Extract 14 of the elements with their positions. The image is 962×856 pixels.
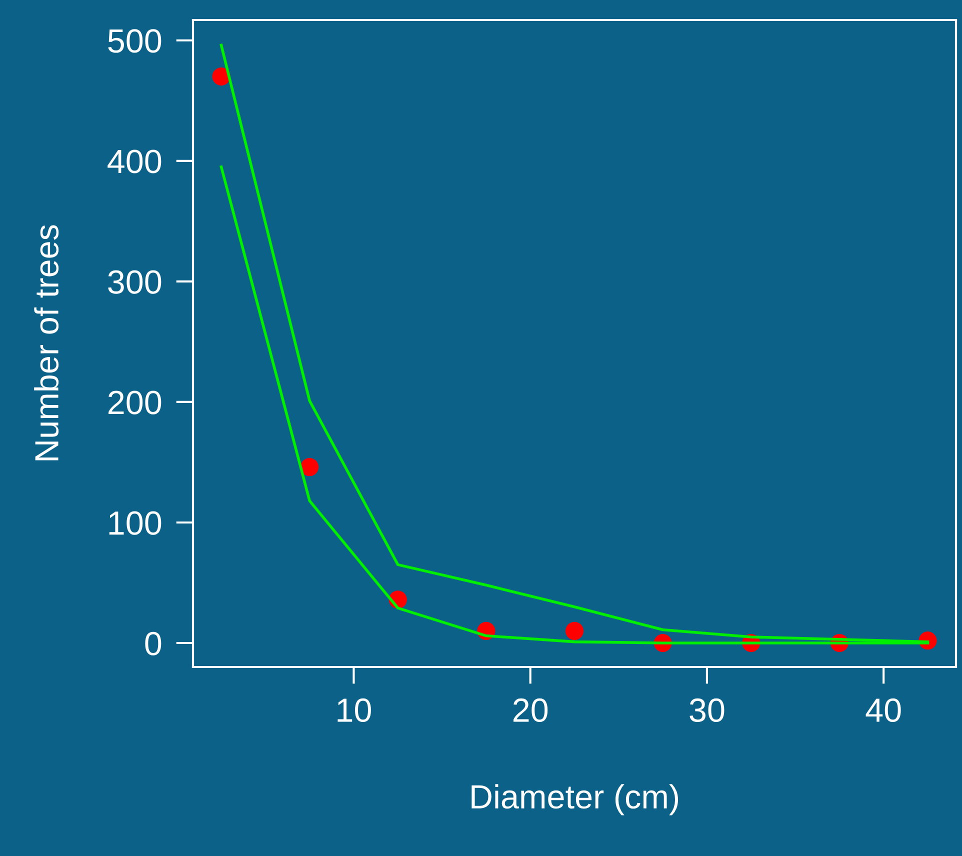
x-tick-label: 10 [338, 698, 371, 722]
y-tick-label: 500 [108, 29, 162, 53]
y-tick-label: 300 [108, 270, 162, 294]
y-axis-title: Number of trees [34, 225, 59, 460]
y-tick-label: 400 [108, 150, 162, 174]
x-axis-title: Diameter (cm) [472, 784, 678, 816]
point [300, 458, 319, 476]
x-tick-label: 40 [866, 698, 901, 722]
x-tick-label: 30 [690, 698, 724, 722]
y-tick-label: 0 [145, 632, 162, 656]
point [565, 622, 584, 640]
y-tick-label: 200 [108, 390, 162, 414]
x-tick-label: 20 [513, 698, 548, 722]
y-tick-label: 100 [109, 511, 162, 535]
